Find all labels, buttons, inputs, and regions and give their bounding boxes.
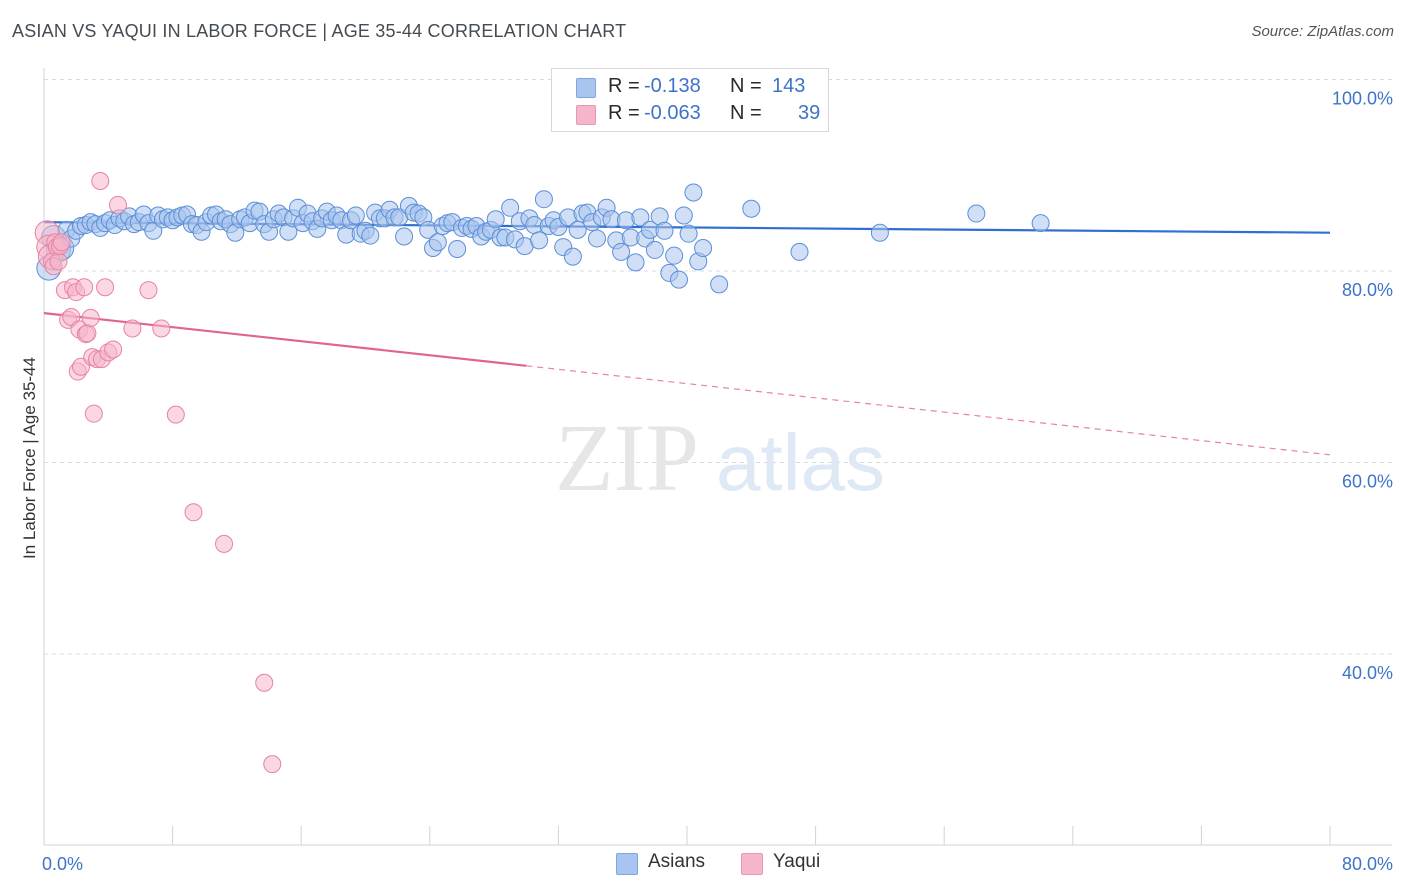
asians-point bbox=[1031, 214, 1050, 233]
yaqui-point bbox=[91, 171, 110, 190]
legend-swatch-asians bbox=[576, 78, 596, 98]
y-tick-label: 100.0% bbox=[1332, 89, 1393, 109]
asians-point bbox=[563, 247, 582, 266]
asians-point bbox=[501, 198, 520, 217]
yaqui-point bbox=[263, 755, 282, 774]
asians-point bbox=[790, 242, 809, 261]
asians-point bbox=[645, 240, 664, 259]
asians-point bbox=[587, 229, 606, 248]
asians-point bbox=[967, 204, 986, 223]
legend-n-value: 39 bbox=[798, 102, 821, 124]
yaqui-point bbox=[75, 278, 94, 297]
legend-r-label: R = bbox=[608, 102, 640, 124]
yaqui-point bbox=[139, 281, 158, 300]
asians-point bbox=[631, 208, 650, 227]
axes bbox=[43, 68, 1392, 846]
asians-point bbox=[395, 227, 414, 246]
legend-r-value: -0.138 bbox=[644, 75, 701, 97]
bottom-legend-swatch-asians bbox=[616, 853, 638, 875]
asians-point bbox=[346, 206, 365, 225]
yaqui-point bbox=[49, 252, 68, 271]
yaqui-point bbox=[255, 673, 274, 692]
legend-n-label: N = bbox=[730, 75, 762, 97]
yaqui-point bbox=[52, 233, 71, 252]
legend-r-label: R = bbox=[608, 75, 640, 97]
asians-point bbox=[568, 220, 587, 239]
y-tick-label: 40.0% bbox=[1342, 663, 1393, 683]
tick-labels: 100.0% 80.0% 60.0% 40.0% 0.0% 80.0% bbox=[42, 89, 1393, 875]
yaqui-point bbox=[166, 405, 185, 424]
yaqui-point bbox=[78, 324, 97, 343]
data-points bbox=[34, 171, 1050, 774]
asians-point bbox=[534, 190, 553, 209]
asians-point bbox=[530, 231, 549, 250]
y-tick-label: 60.0% bbox=[1342, 472, 1393, 492]
asians-point bbox=[665, 246, 684, 265]
yaqui-point bbox=[215, 534, 234, 553]
yaqui-point bbox=[84, 404, 103, 423]
asians-point bbox=[626, 253, 645, 272]
asians-point bbox=[710, 275, 729, 294]
asians-point bbox=[742, 199, 761, 218]
watermark-atlas: atlas bbox=[716, 418, 885, 507]
yaqui-point bbox=[123, 319, 142, 338]
yaqui-point bbox=[81, 308, 100, 327]
asians-point bbox=[679, 224, 698, 243]
bottom-legend-label-yaqui: Yaqui bbox=[773, 851, 821, 872]
y-tick-label: 80.0% bbox=[1342, 280, 1393, 300]
asians-point bbox=[428, 233, 447, 252]
asians-point bbox=[870, 223, 889, 242]
trend-line-yaqui bbox=[43, 312, 527, 367]
asians-point bbox=[486, 210, 505, 229]
yaqui-point bbox=[108, 195, 127, 214]
legend-swatch-yaqui bbox=[576, 105, 596, 125]
asians-point bbox=[694, 239, 713, 258]
grid-lines bbox=[44, 79, 1392, 655]
x-tick-label-max: 80.0% bbox=[1342, 854, 1393, 874]
yaqui-point bbox=[184, 503, 203, 522]
bottom-legend-swatch-yaqui bbox=[741, 853, 763, 875]
asians-point bbox=[361, 226, 380, 245]
y-axis-label: In Labor Force | Age 35-44 bbox=[20, 357, 39, 559]
legend-r-value: -0.063 bbox=[644, 102, 701, 124]
yaqui-point bbox=[96, 278, 115, 297]
asians-point bbox=[612, 242, 631, 261]
x-tick-label-min: 0.0% bbox=[42, 854, 83, 874]
chart-title: ASIAN VS YAQUI IN LABOR FORCE | AGE 35-4… bbox=[12, 21, 627, 41]
asians-point bbox=[669, 270, 688, 289]
asians-point bbox=[655, 221, 674, 240]
watermark-zip: ZIP bbox=[555, 404, 699, 511]
source-credit: Source: ZipAtlas.com bbox=[1251, 23, 1394, 40]
yaqui-point bbox=[104, 340, 123, 359]
asians-point bbox=[674, 206, 693, 225]
asians-point bbox=[684, 183, 703, 202]
asians-point bbox=[448, 239, 467, 258]
stats-legend: R = -0.138 N = 143 R = -0.063 N = 39 bbox=[551, 68, 829, 132]
trend-line-yaqui-extension bbox=[526, 365, 1331, 456]
legend-n-label: N = bbox=[730, 102, 762, 124]
yaqui-point bbox=[152, 319, 171, 338]
bottom-legend-label-asians: Asians bbox=[648, 851, 706, 872]
legend-n-value: 143 bbox=[772, 75, 806, 97]
